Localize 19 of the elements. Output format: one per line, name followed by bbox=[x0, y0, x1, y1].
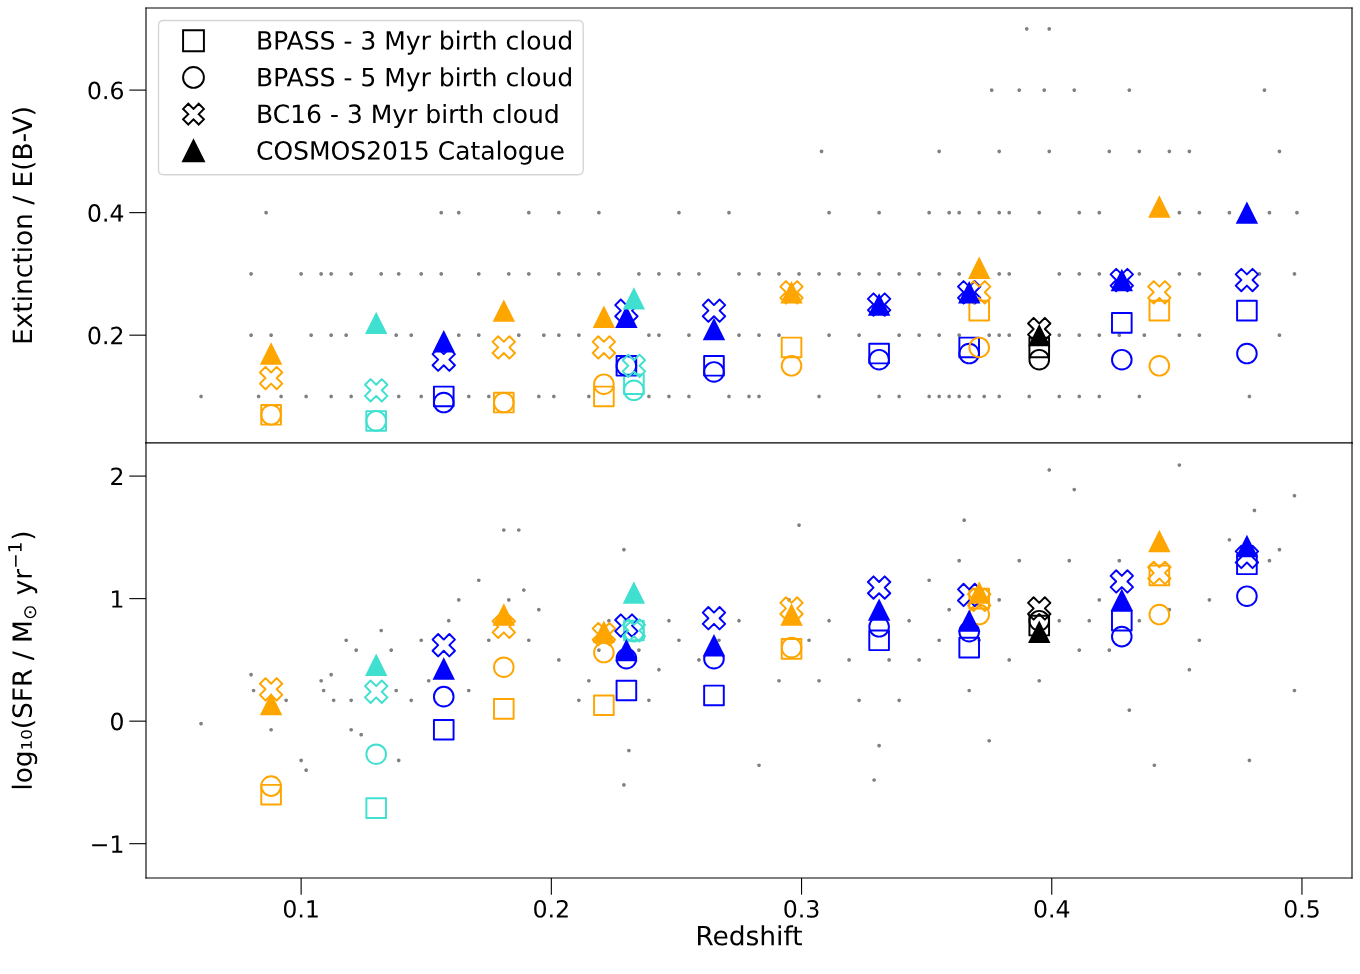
y-tick-label: 0 bbox=[111, 712, 123, 731]
y-tick-label: 1 bbox=[112, 590, 123, 608]
x-tick-label: 0.5 bbox=[1284, 899, 1319, 918]
x-tick-label: 0.4 bbox=[1034, 899, 1070, 918]
x-tick-label: 0.3 bbox=[784, 899, 819, 918]
legend-label: BC16 - 3 Myr birth cloud bbox=[258, 103, 558, 129]
y-axis-title: log₁₀(SFR / M$_{⊙}$ yr$^{−1}$) bbox=[8, 532, 38, 789]
legend-label: COSMOS2015 Catalogue bbox=[257, 140, 564, 165]
y-axis-title: Extinction / E(B-V) bbox=[11, 108, 36, 343]
y-tick-label: 0.6 bbox=[88, 81, 123, 100]
legend-label: BPASS - 5 Myr birth cloud bbox=[258, 67, 571, 92]
x-axis-title: Redshift bbox=[698, 925, 802, 946]
x-tick-label: 0.2 bbox=[534, 899, 568, 918]
y-tick-label: 2 bbox=[111, 467, 123, 486]
y-tick-label: 0.2 bbox=[88, 326, 123, 345]
y-tick-label: −1 bbox=[92, 835, 123, 853]
legend-label: BPASS - 3 Myr birth cloud bbox=[258, 30, 571, 55]
x-tick-label: 0.1 bbox=[283, 899, 318, 918]
y-tick-label: 0.4 bbox=[88, 204, 124, 222]
